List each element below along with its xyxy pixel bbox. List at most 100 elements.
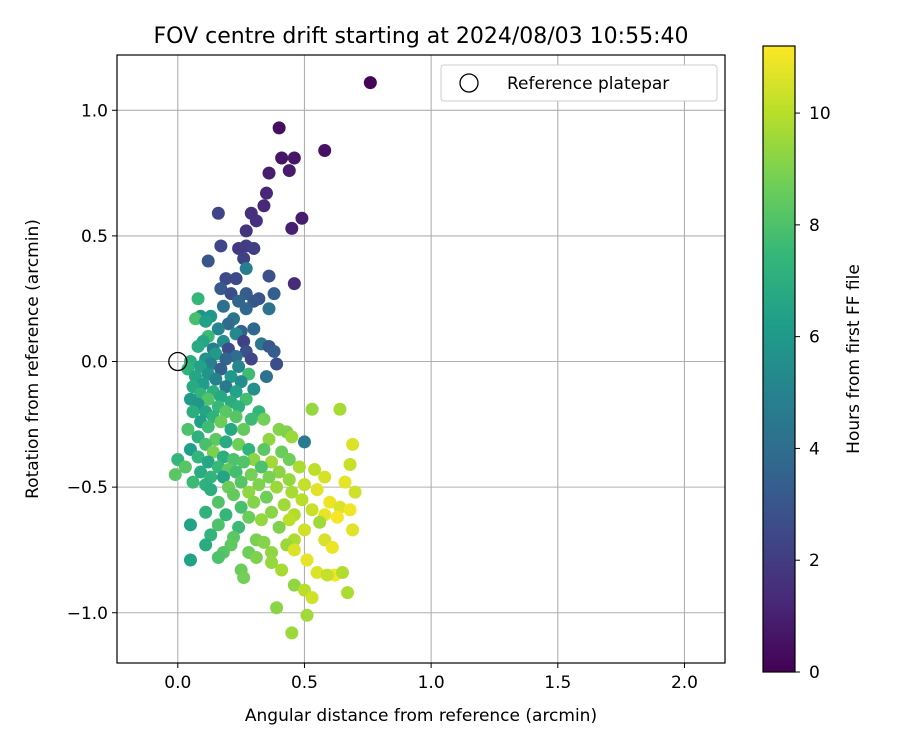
data-point	[295, 211, 309, 225]
data-point	[214, 239, 228, 253]
data-point	[191, 292, 205, 306]
x-tick-label: 1.5	[544, 673, 571, 693]
data-point	[363, 76, 377, 90]
data-point	[209, 432, 223, 446]
data-point	[239, 224, 253, 238]
data-point	[219, 508, 233, 522]
y-axis-label: Rotation from reference (arcmin)	[23, 219, 43, 499]
data-point	[168, 468, 182, 482]
data-point	[282, 452, 296, 466]
reference-platepar-marker	[168, 351, 188, 372]
data-point	[272, 520, 286, 534]
y-tick-label: 0.5	[81, 227, 108, 247]
data-point	[214, 390, 228, 404]
data-point	[341, 586, 355, 600]
colorbar-tick-label: 6	[809, 328, 820, 348]
data-point	[196, 377, 210, 391]
data-point	[297, 435, 311, 449]
data-point	[214, 415, 228, 429]
y-axis-ticks: −1.0 −0.5 0.0 0.5 1.0	[67, 101, 117, 624]
data-point	[237, 422, 251, 436]
data-point	[249, 550, 263, 564]
data-point	[265, 556, 279, 570]
data-point	[265, 545, 279, 559]
data-point	[285, 430, 299, 444]
data-point	[194, 465, 208, 479]
data-point	[252, 478, 266, 492]
data-point	[227, 488, 241, 502]
data-point	[265, 455, 279, 469]
x-tick-label: 0.0	[164, 673, 191, 693]
x-axis-label: Angular distance from reference (arcmin)	[245, 706, 597, 726]
data-point	[275, 151, 289, 165]
data-point	[221, 317, 235, 331]
data-point	[199, 505, 213, 519]
data-point	[216, 470, 230, 484]
data-point	[270, 357, 284, 371]
data-point	[267, 344, 281, 358]
data-point	[333, 500, 347, 514]
data-point	[242, 485, 256, 499]
data-point	[232, 520, 246, 534]
data-point	[333, 402, 347, 416]
data-point	[343, 503, 357, 517]
data-point	[211, 518, 225, 532]
x-axis-ticks: 0.0 0.5 1.0 1.5 2.0	[164, 663, 698, 693]
data-point	[262, 269, 276, 283]
data-point	[224, 422, 238, 436]
data-point	[305, 591, 319, 605]
data-point	[257, 199, 271, 213]
data-point	[183, 518, 197, 532]
legend-box	[440, 64, 718, 102]
data-point	[318, 143, 332, 157]
chart-title: FOV centre drift starting at 2024/08/03 …	[154, 24, 689, 49]
data-point	[239, 302, 253, 316]
data-point	[191, 450, 205, 464]
data-point	[229, 349, 243, 363]
data-point	[234, 375, 248, 389]
data-point	[206, 445, 220, 459]
data-point	[300, 553, 314, 567]
plot-frame	[116, 54, 726, 664]
data-point	[234, 475, 248, 489]
data-point	[244, 468, 258, 482]
data-point	[201, 392, 215, 406]
data-point	[219, 272, 233, 286]
data-point	[229, 385, 243, 399]
data-point	[346, 523, 360, 537]
data-point	[201, 455, 215, 469]
colorbar-tick-label: 10	[809, 104, 831, 124]
grid-lines	[117, 55, 725, 663]
data-point	[211, 495, 225, 509]
data-point	[186, 405, 200, 419]
data-point	[313, 515, 327, 529]
colorbar-gradient	[762, 45, 796, 673]
data-point	[242, 442, 256, 456]
data-point	[287, 543, 301, 557]
y-tick-label: −0.5	[67, 478, 108, 498]
data-point	[270, 480, 284, 494]
data-point	[310, 483, 324, 497]
y-tick-label: −1.0	[67, 604, 108, 624]
data-point	[277, 498, 291, 512]
data-point	[300, 608, 314, 622]
data-point	[201, 420, 215, 434]
data-point	[287, 277, 301, 291]
data-point	[186, 475, 200, 489]
data-point	[237, 334, 251, 348]
data-point	[254, 460, 268, 474]
data-point	[318, 470, 332, 484]
data-point	[191, 339, 205, 353]
data-point	[320, 568, 334, 582]
data-point	[265, 505, 279, 519]
colorbar-label: Hours from first FF file	[844, 264, 864, 454]
data-point	[244, 412, 258, 426]
data-point	[209, 372, 223, 386]
data-point	[247, 382, 261, 396]
data-point	[259, 490, 273, 504]
data-point	[257, 535, 271, 549]
data-point	[275, 563, 289, 577]
data-point	[209, 347, 223, 361]
data-point	[181, 422, 195, 436]
data-point	[259, 370, 273, 384]
